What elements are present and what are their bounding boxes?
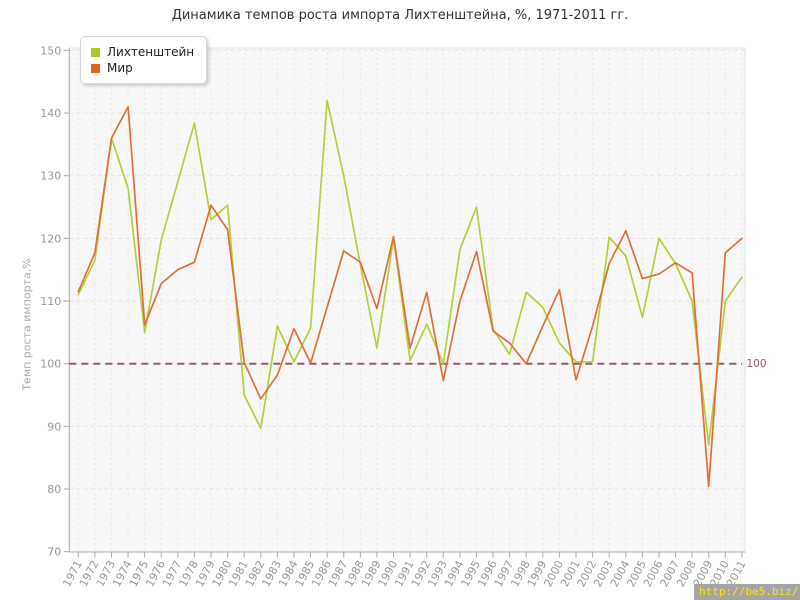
svg-text:150: 150 [40,44,61,57]
legend-label-world: Мир [107,61,133,75]
y-tick-labels: 70 80 90 100 110 120 130 140 150 [40,44,70,559]
reference-line-label: 100 [747,358,767,370]
svg-text:70: 70 [47,546,61,559]
x-tick-labels: 1971197219731974197519761977197819791980… [60,552,749,589]
legend: Лихтенштейн Мир [80,36,208,84]
svg-text:90: 90 [47,420,61,433]
series-liechtenstein-line [77,99,743,447]
legend-item-world: Мир [91,61,194,75]
legend-swatch-liechtenstein-icon [91,47,100,57]
legend-label-liechtenstein: Лихтенштейн [107,45,195,59]
svg-text:140: 140 [40,107,61,120]
svg-text:80: 80 [47,483,61,496]
axis-lines [68,48,745,553]
legend-item-liechtenstein: Лихтенштейн [91,45,194,59]
plot-area [68,47,746,553]
series-world-line [77,105,743,488]
svg-text:110: 110 [40,295,61,308]
legend-swatch-world-icon [91,63,100,73]
svg-text:100: 100 [40,358,61,371]
svg-text:130: 130 [40,170,61,183]
watermark-link[interactable]: http://be5.biz/ [694,584,800,600]
vertical-gridlines [77,48,743,552]
chart-title: Динамика темпов роста импорта Лихтенштей… [171,8,629,23]
svg-text:120: 120 [40,232,61,245]
